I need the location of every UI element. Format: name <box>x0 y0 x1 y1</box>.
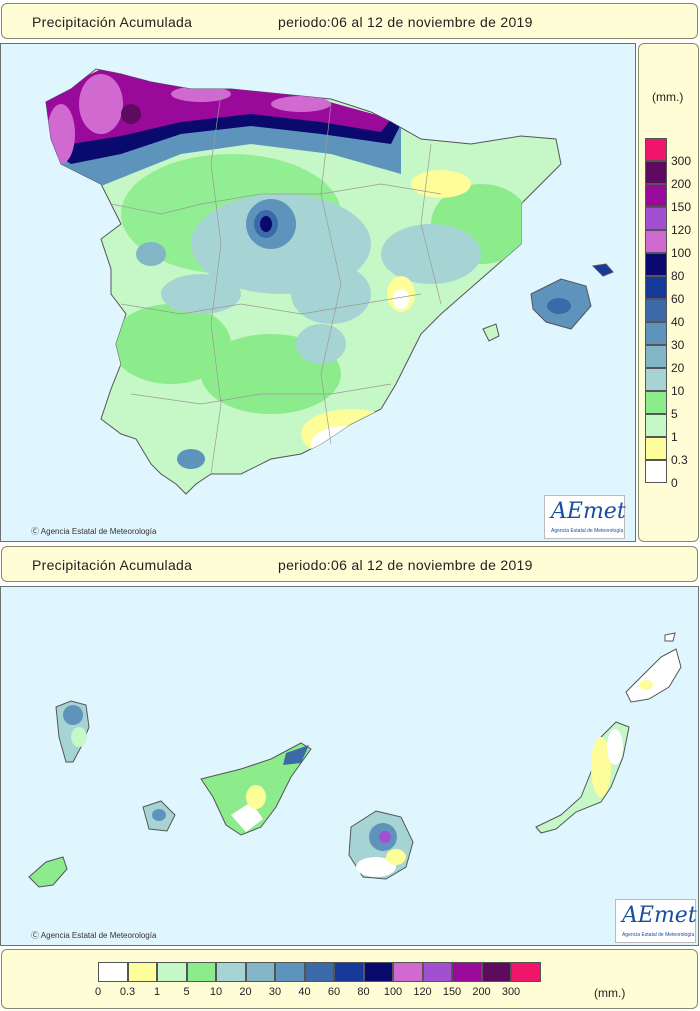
legend-swatch <box>645 391 667 414</box>
legend-swatch <box>645 322 667 345</box>
legend-label: 0.3 <box>671 453 688 467</box>
legend-label: 80 <box>357 986 370 998</box>
menorca-island <box>591 263 614 277</box>
legend-label: 1 <box>153 986 161 998</box>
legend-swatch <box>645 299 667 322</box>
legend-label: 150 <box>442 986 462 998</box>
top-aemet-logo: AEmet Agencia Estatal de Meteorología <box>544 495 626 539</box>
legend-swatch <box>645 368 667 391</box>
legend-swatch <box>452 962 482 982</box>
legend-label: 60 <box>327 986 341 998</box>
legend-swatch <box>645 207 667 230</box>
legend-label: 40 <box>671 315 685 329</box>
peninsula-map <box>45 68 614 495</box>
el-hierro-island <box>28 856 68 888</box>
legend-swatch <box>645 437 667 460</box>
legend-swatch <box>98 962 128 982</box>
legend-swatch <box>511 962 541 982</box>
legend-label: 150 <box>671 200 692 214</box>
legend-swatch <box>363 962 393 982</box>
legend-swatch <box>481 962 511 982</box>
legend-unit: (mm.) <box>652 90 684 104</box>
peninsula-map-panel: Ⓒ Agencia Estatal de Meteorología AEmet … <box>0 43 636 542</box>
legend-label: 5 <box>671 407 678 421</box>
legend-swatch <box>645 414 667 437</box>
legend-swatch <box>216 962 246 982</box>
legend-swatch <box>645 253 667 276</box>
legend-label: 0 <box>94 986 102 998</box>
legend-swatch <box>275 962 305 982</box>
legend-label: 30 <box>671 338 685 352</box>
legend-label: 5 <box>183 986 190 998</box>
legend-label: 0 <box>671 476 678 490</box>
vertical-legend: (mm.) 300 200 150 120 100 80 60 40 30 20 10 5 1 0.3 0 <box>638 43 699 542</box>
canarias-map <box>28 632 682 888</box>
top-title: Precipitación Acumulada <box>32 14 193 30</box>
legend-label: 40 <box>298 986 311 998</box>
legend-swatch <box>393 962 423 982</box>
bottom-period: periodo:06 al 12 de noviembre de 2019 <box>278 557 533 573</box>
legend-label: 10 <box>671 384 685 398</box>
legend-swatch <box>645 184 667 207</box>
legend-swatch <box>186 962 216 982</box>
legend-label: 300 <box>501 986 521 998</box>
top-title-bar: Precipitación Acumulada periodo:06 al 12… <box>1 3 698 39</box>
legend-label: 10 <box>209 986 223 998</box>
legend-label: 300 <box>671 154 692 168</box>
canarias-map-panel: Ⓒ Agencia Estatal de Meteorología AEmet … <box>0 586 699 946</box>
top-credit: Ⓒ Agencia Estatal de Meteorología <box>31 526 157 537</box>
legend-swatch <box>304 962 334 982</box>
ibiza-island <box>482 323 500 342</box>
legend-label: 100 <box>671 246 692 260</box>
legend-label: 20 <box>239 986 252 998</box>
legend-swatch <box>645 161 667 184</box>
top-period: periodo:06 al 12 de noviembre de 2019 <box>278 14 533 30</box>
legend-swatch <box>645 276 667 299</box>
legend-label: 30 <box>268 986 282 998</box>
legend-label: 80 <box>671 269 685 283</box>
bottom-aemet-logo: AEmet Agencia Estatal de Meteorología <box>615 899 697 943</box>
legend-swatch <box>645 345 667 368</box>
legend-swatch <box>422 962 452 982</box>
bottom-credit: Ⓒ Agencia Estatal de Meteorología <box>31 930 157 941</box>
legend-label: 200 <box>472 986 491 998</box>
legend-label: 100 <box>383 986 403 998</box>
graciosa-island <box>664 632 676 642</box>
legend-swatch <box>127 962 157 982</box>
legend-label: 20 <box>671 361 685 375</box>
lanzarote-island <box>625 648 682 703</box>
region-borders <box>110 93 442 475</box>
horizontal-legend-unit: (mm.) <box>594 986 626 1000</box>
legend-label: 60 <box>671 292 685 306</box>
bottom-title: Precipitación Acumulada <box>32 557 193 573</box>
legend-label: 200 <box>671 177 692 191</box>
legend-label: 120 <box>413 986 432 998</box>
legend-swatch <box>334 962 364 982</box>
legend-swatch <box>645 138 667 161</box>
legend-swatch <box>645 230 667 253</box>
legend-swatch <box>245 962 275 982</box>
legend-label: 1 <box>671 430 678 444</box>
legend-label: 0.3 <box>119 986 136 998</box>
bottom-title-bar: Precipitación Acumulada periodo:06 al 12… <box>1 546 698 582</box>
legend-label: 120 <box>671 223 692 237</box>
legend-swatch <box>157 962 187 982</box>
legend-swatch <box>645 460 667 483</box>
horizontal-legend: 0 0.3 1 5 10 20 30 40 60 80 100 120 150 200 300 (mm.) <box>1 949 698 1009</box>
